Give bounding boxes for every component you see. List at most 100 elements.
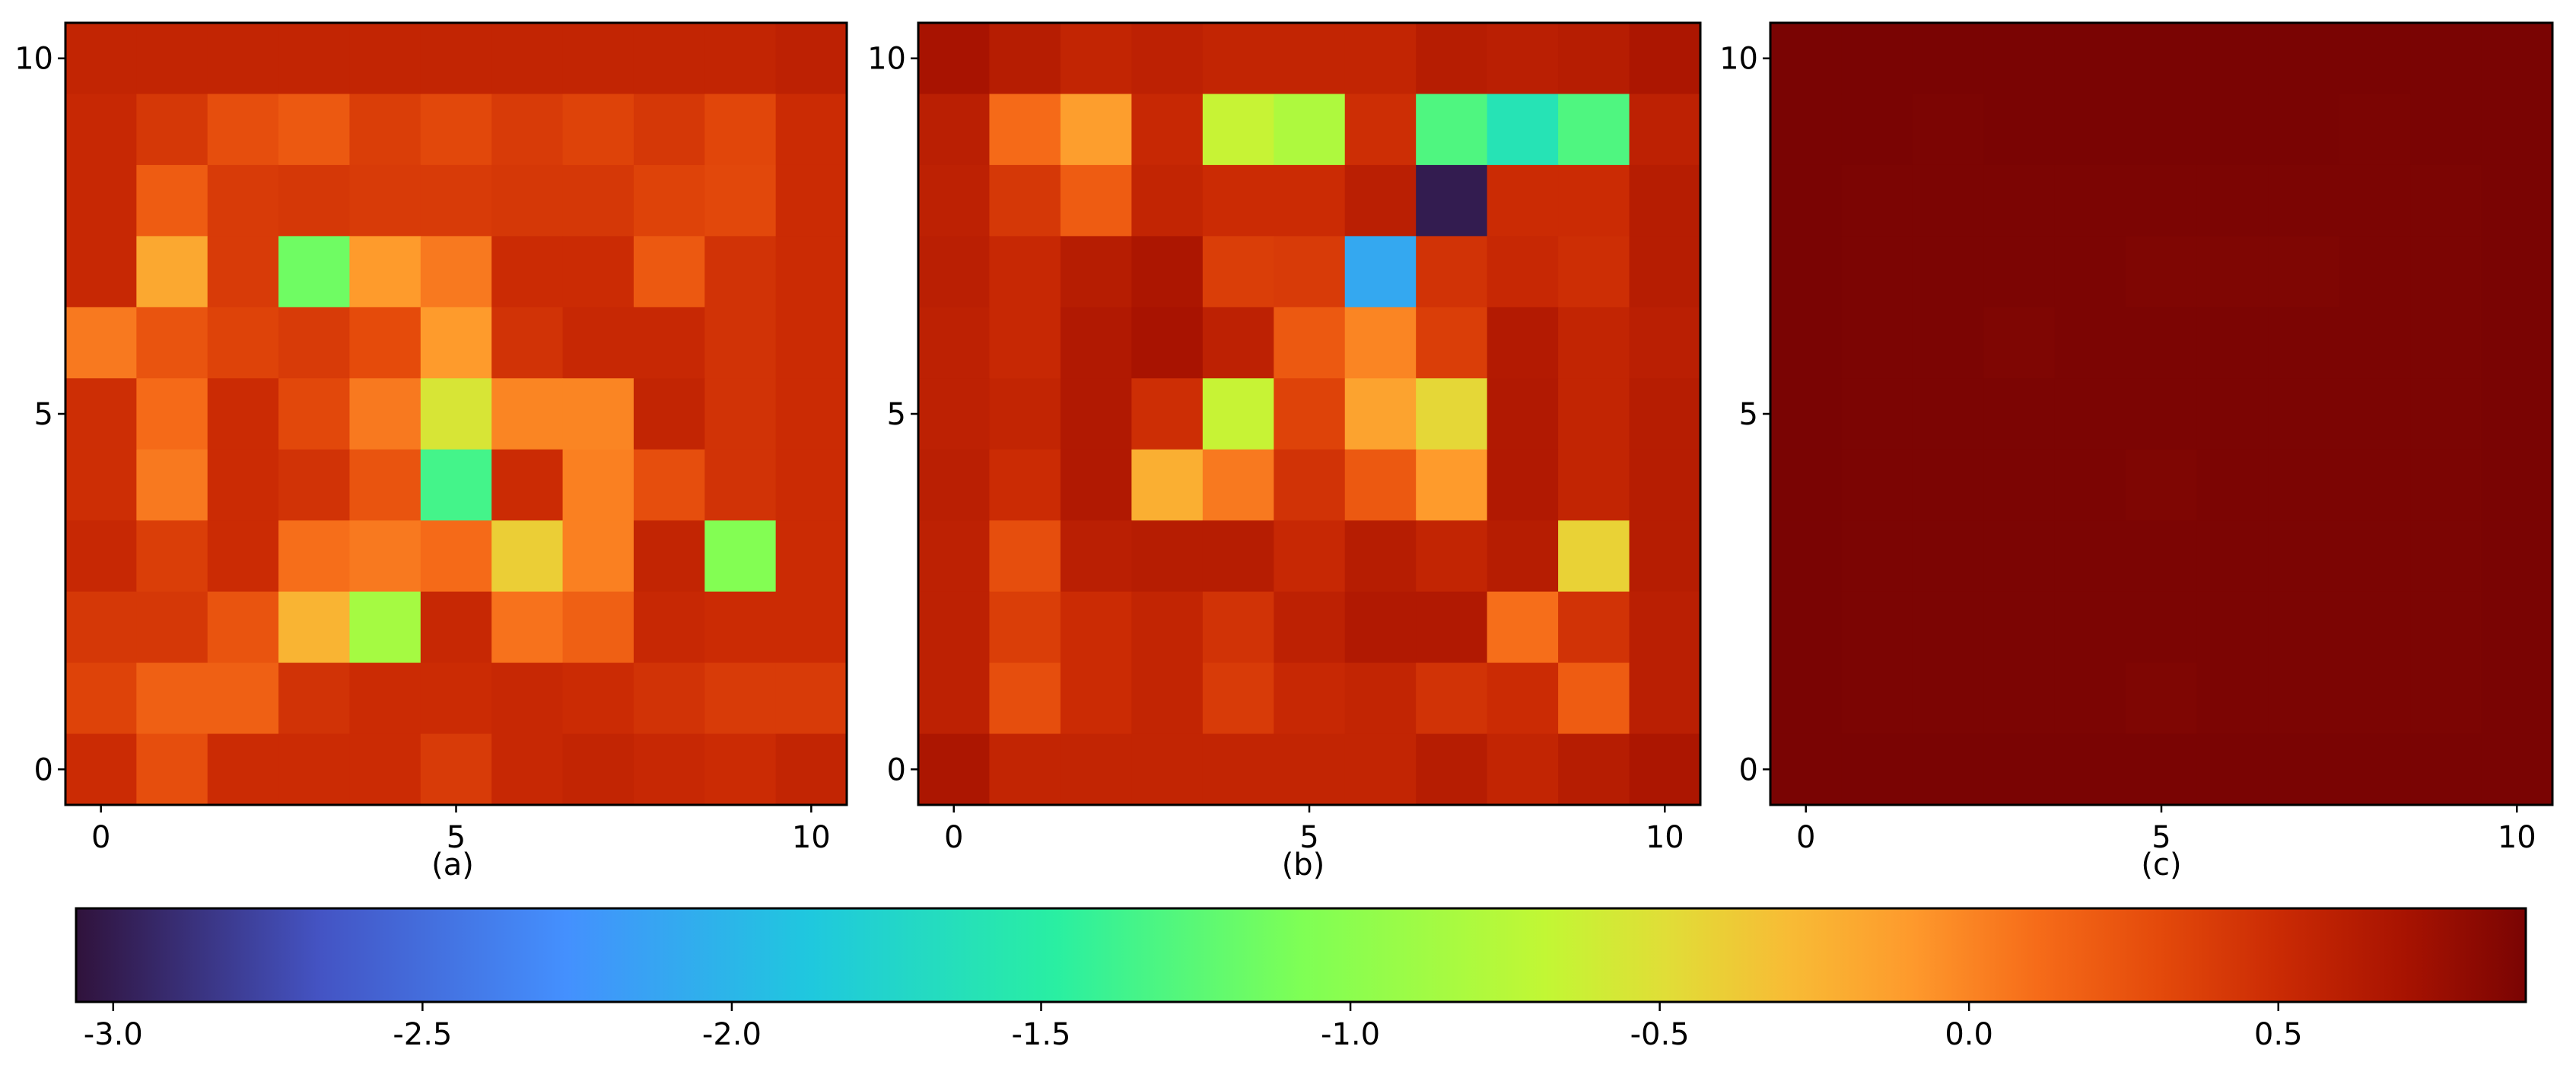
heatmap-cell [1274, 449, 1346, 521]
heatmap-cell [2410, 23, 2482, 95]
heatmap-cell [491, 307, 564, 379]
heatmap-cell [1629, 733, 1701, 806]
heatmap-cell [1912, 733, 1984, 806]
heatmap-cell [1983, 733, 2056, 806]
heatmap-cell [278, 164, 351, 237]
heatmap-cell [1202, 449, 1274, 521]
heatmap-cell [562, 449, 634, 521]
heatmap-cell [989, 449, 1061, 521]
heatmap-cell [278, 520, 351, 593]
heatmap-cell [2126, 164, 2198, 237]
heatmap-cell [1770, 591, 1843, 663]
heatmap-cell [562, 591, 634, 663]
heatmap-cell [1841, 449, 1913, 521]
heatmap-cell [2268, 591, 2340, 663]
heatmap-cell [1487, 591, 1559, 663]
heatmap-cell [1274, 94, 1346, 166]
heatmap-cell [1131, 378, 1204, 450]
heatmap-cell [2339, 591, 2411, 663]
heatmap-cell [278, 449, 351, 521]
heatmap-cell [1983, 23, 2056, 95]
heatmap-cell [1202, 307, 1274, 379]
heatmap-cell [65, 663, 137, 735]
heatmap-cell [562, 307, 634, 379]
heatmap-cell [2410, 520, 2482, 593]
heatmap-cell [2126, 307, 2198, 379]
heatmap-panel-c: 0 5 10 0 5 10 [1719, 21, 2554, 855]
heatmap-cell [1912, 307, 1984, 379]
heatmap-cell [491, 164, 564, 237]
heatmap-cell [989, 307, 1061, 379]
heatmap-cell [775, 307, 848, 379]
heatmap-cell [775, 449, 848, 521]
heatmap-cell [2339, 307, 2411, 379]
heatmap-cell [704, 164, 777, 237]
heatmap-cell [2054, 449, 2126, 521]
heatmap-cell [1487, 94, 1559, 166]
heatmap-cell [2268, 236, 2340, 308]
heatmap-cell [207, 591, 279, 663]
heatmap-cell [1487, 520, 1559, 593]
heatmap-cell [2410, 94, 2482, 166]
heatmap-cell [1770, 449, 1843, 521]
heatmap-cell [704, 378, 777, 450]
heatmap-cell [207, 164, 279, 237]
heatmap-cell [1060, 23, 1132, 95]
heatmap-cell [65, 94, 137, 166]
heatmap-cell [278, 378, 351, 450]
heatmap-cell [349, 164, 421, 237]
heatmap-cell [1629, 591, 1701, 663]
heatmap-cell [2268, 164, 2340, 237]
heatmap-cell [633, 449, 705, 521]
heatmap-cell [989, 520, 1061, 593]
panel-caption-b: (b) [1282, 847, 1325, 882]
heatmap-cell [1060, 236, 1132, 308]
heatmap-cell [1558, 663, 1630, 735]
heatmap-cell [775, 94, 848, 166]
x-tick-label: 5 [1299, 820, 1318, 855]
heatmap-cell [1060, 733, 1132, 806]
heatmap-cell [1912, 236, 1984, 308]
heatmap-cell [704, 236, 777, 308]
heatmap-cell [1202, 663, 1274, 735]
heatmap-cell [1416, 23, 1488, 95]
heatmap-cell [1131, 520, 1204, 593]
colorbar-strip [75, 907, 2527, 1003]
heatmap-cell [1487, 449, 1559, 521]
heatmap-cell [918, 378, 991, 450]
heatmap-cell [2196, 733, 2269, 806]
heatmap-cell [562, 733, 634, 806]
heatmap-cell [2196, 663, 2269, 735]
x-tick-label: 10 [792, 820, 831, 855]
heatmap-cell [65, 378, 137, 450]
heatmap-cell [349, 378, 421, 450]
heatmap-cell [2196, 378, 2269, 450]
heatmap-cell [1912, 23, 1984, 95]
heatmap-cell [918, 307, 991, 379]
heatmap-cell [1202, 164, 1274, 237]
heatmap-cell [2126, 378, 2198, 450]
heatmap-cell [1629, 663, 1701, 735]
heatmap-cell [1416, 520, 1488, 593]
y-tick-label: 0 [887, 752, 906, 787]
x-tick-label: 0 [944, 820, 963, 855]
heatmap-cell [1770, 164, 1843, 237]
heatmap-cell [2196, 164, 2269, 237]
heatmap-cell [1912, 520, 1984, 593]
colorbar-tick-label: -3.0 [84, 1017, 143, 1052]
colorbar-tick-label: 0.5 [2254, 1017, 2303, 1052]
heatmap-cell [1344, 591, 1417, 663]
heatmap-cell [1060, 520, 1132, 593]
heatmap-cell [1770, 663, 1843, 735]
heatmap-cell [2196, 94, 2269, 166]
heatmap-cell [2268, 733, 2340, 806]
heatmap-cell [1629, 236, 1701, 308]
heatmap-cell [2196, 23, 2269, 95]
heatmap-cell [1416, 307, 1488, 379]
heatmap-cell [1912, 449, 1984, 521]
colorbar-tick-label: -1.5 [1011, 1017, 1070, 1052]
colorbar: -3.0 -2.5 -2.0 -1.5 -1.0 -0.5 0.0 0.5 [75, 907, 2527, 1052]
heatmap-cell [1770, 94, 1843, 166]
heatmap-cell [1344, 733, 1417, 806]
heatmap-cell [2410, 733, 2482, 806]
